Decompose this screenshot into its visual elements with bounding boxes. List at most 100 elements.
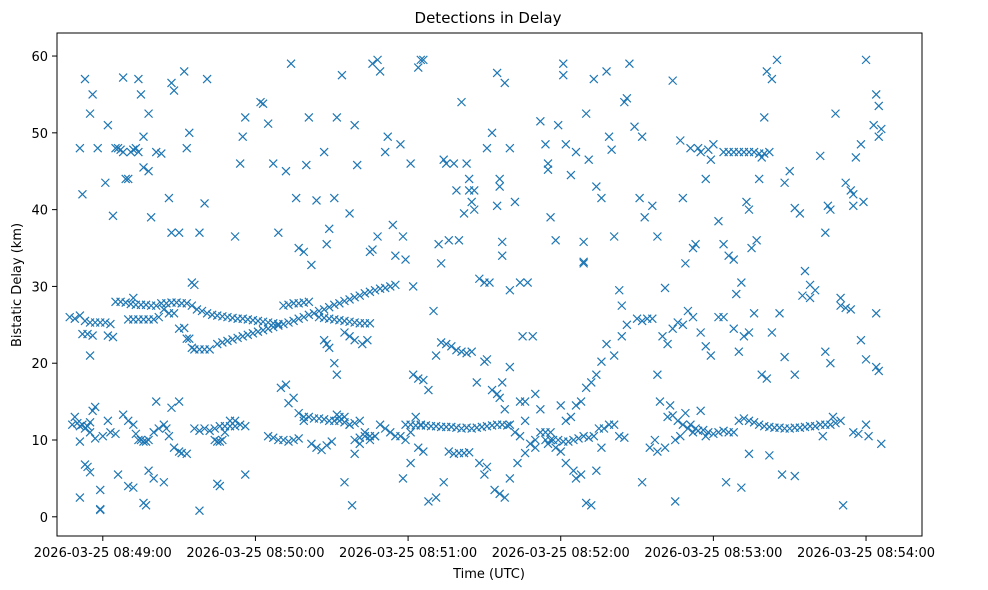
data-point — [284, 318, 293, 327]
data-point — [497, 237, 507, 247]
data-point — [815, 151, 825, 161]
data-point — [151, 301, 161, 311]
data-point — [561, 458, 571, 468]
data-point — [780, 178, 790, 188]
x-tick-label: 2026-03-25 08:50:00 — [186, 546, 324, 561]
data-point — [312, 443, 321, 453]
data-point — [691, 424, 700, 433]
data-point — [324, 302, 334, 312]
data-point — [85, 427, 95, 437]
x-tick-label: 2026-03-25 08:53:00 — [644, 546, 782, 561]
data-point — [696, 328, 706, 337]
data-point — [406, 159, 416, 168]
data-point — [365, 318, 375, 328]
data-point — [558, 70, 568, 80]
data-point — [329, 193, 339, 203]
data-point — [520, 448, 530, 458]
data-point — [429, 306, 438, 316]
data-point — [243, 330, 253, 340]
data-point — [652, 232, 662, 241]
data-point — [370, 285, 380, 295]
data-point — [736, 483, 746, 493]
data-point — [820, 228, 830, 238]
data-point — [111, 143, 120, 153]
data-point — [118, 410, 128, 420]
data-point — [785, 166, 795, 176]
data-point — [281, 166, 291, 176]
x-tick-label: 2026-03-25 08:54:00 — [797, 546, 935, 561]
data-point — [413, 374, 423, 383]
data-point — [579, 431, 589, 441]
x-tick-label: 2026-03-25 08:49:00 — [34, 546, 172, 561]
data-point — [80, 316, 90, 326]
data-point — [182, 143, 192, 153]
data-point — [869, 120, 879, 130]
data-point — [487, 385, 497, 395]
data-point — [306, 260, 316, 270]
data-point — [85, 467, 95, 477]
data-point — [121, 174, 131, 184]
data-point — [240, 421, 250, 431]
data-point — [520, 416, 530, 426]
data-point — [688, 427, 698, 437]
data-point — [108, 332, 118, 342]
data-point — [874, 132, 884, 142]
data-point — [215, 437, 225, 446]
data-point — [212, 437, 222, 446]
y-tick-label: 20 — [31, 357, 48, 372]
data-point — [589, 431, 599, 441]
data-point — [128, 293, 138, 303]
data-point — [541, 427, 550, 437]
data-point — [118, 73, 128, 82]
data-point — [663, 412, 673, 422]
data-point — [589, 74, 599, 84]
data-point — [810, 285, 820, 295]
data-point — [622, 93, 632, 103]
data-point — [856, 335, 866, 345]
data-point — [390, 280, 400, 290]
data-point — [286, 59, 296, 69]
data-point — [652, 370, 662, 380]
data-point — [652, 447, 662, 456]
data-point — [647, 314, 657, 324]
data-point — [701, 431, 711, 441]
data-point — [546, 212, 555, 222]
data-point — [223, 336, 232, 346]
data-point — [805, 293, 815, 303]
data-point — [841, 303, 851, 313]
data-point — [487, 128, 497, 138]
data-point — [439, 477, 449, 487]
data-point — [630, 122, 639, 132]
data-point — [159, 305, 169, 314]
data-point — [121, 298, 131, 307]
data-point — [688, 243, 698, 253]
data-point — [322, 239, 332, 249]
data-point — [846, 305, 856, 314]
data-point — [754, 420, 764, 430]
data-point — [319, 305, 329, 314]
data-point — [380, 424, 390, 433]
data-point — [856, 139, 866, 149]
data-point — [444, 447, 454, 456]
data-point — [299, 416, 309, 426]
data-point — [151, 397, 161, 407]
data-point — [90, 402, 100, 412]
data-point — [347, 500, 357, 510]
data-point — [413, 443, 423, 453]
data-point — [370, 431, 380, 441]
data-point — [759, 149, 769, 158]
data-point — [609, 420, 619, 430]
data-point — [233, 333, 243, 343]
data-point — [273, 321, 283, 331]
data-point — [719, 312, 728, 322]
data-point — [289, 316, 299, 326]
data-point — [678, 420, 688, 430]
data-point — [139, 498, 148, 508]
data-point — [319, 414, 329, 424]
data-point — [693, 143, 703, 153]
data-point — [686, 420, 695, 430]
data-point — [714, 427, 723, 437]
data-point — [258, 99, 268, 109]
data-point — [530, 435, 540, 445]
data-point — [312, 195, 321, 205]
